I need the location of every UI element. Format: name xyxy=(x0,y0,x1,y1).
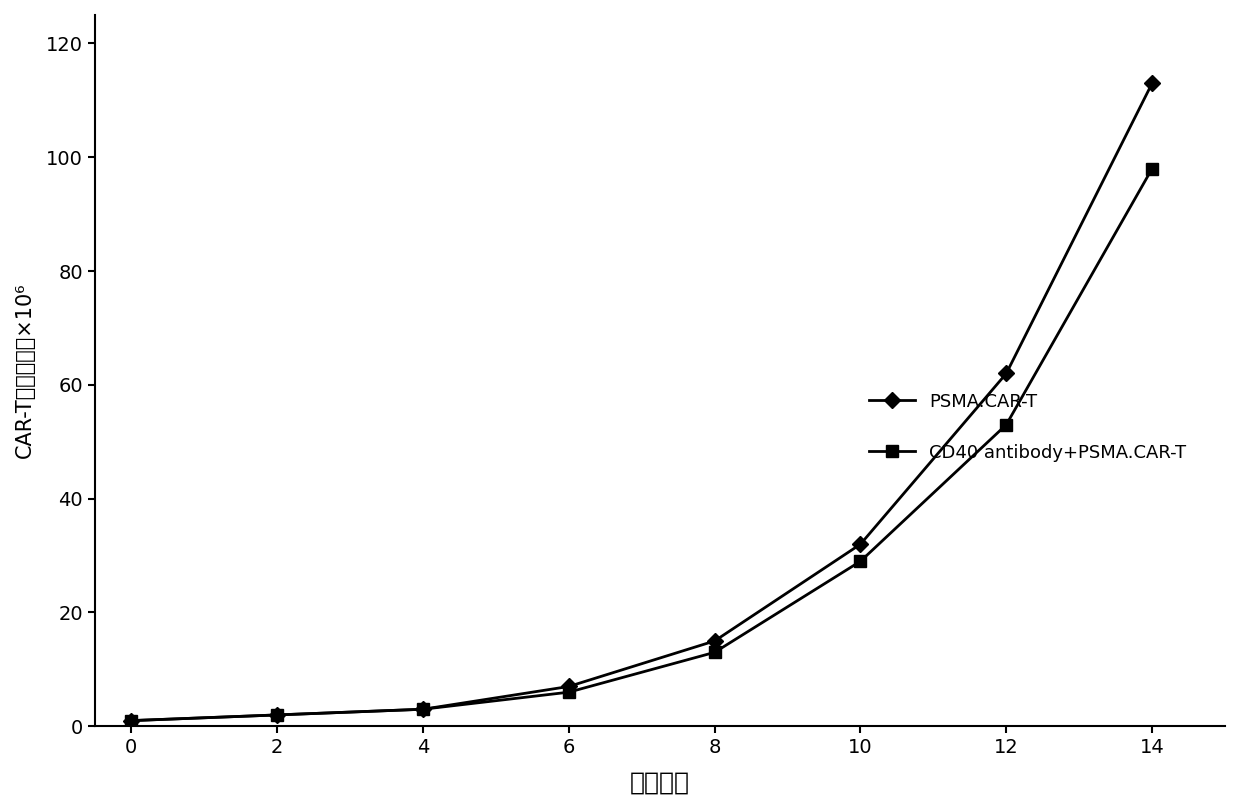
CD40 antibody+PSMA.CAR-T xyxy=(124,716,139,726)
CD40 antibody+PSMA.CAR-T xyxy=(707,647,722,657)
PSMA.CAR-T xyxy=(562,681,577,691)
CD40 antibody+PSMA.CAR-T xyxy=(415,705,430,714)
CD40 antibody+PSMA.CAR-T xyxy=(999,420,1014,429)
CD40 antibody+PSMA.CAR-T xyxy=(562,688,577,697)
X-axis label: 培养天数: 培养天数 xyxy=(630,771,689,795)
CD40 antibody+PSMA.CAR-T xyxy=(270,710,285,720)
PSMA.CAR-T xyxy=(999,369,1014,378)
PSMA.CAR-T xyxy=(1145,79,1159,88)
CD40 antibody+PSMA.CAR-T xyxy=(853,556,868,566)
Legend: PSMA.CAR-T, CD40 antibody+PSMA.CAR-T: PSMA.CAR-T, CD40 antibody+PSMA.CAR-T xyxy=(862,386,1193,469)
Line: PSMA.CAR-T: PSMA.CAR-T xyxy=(125,78,1158,727)
CD40 antibody+PSMA.CAR-T xyxy=(1145,164,1159,173)
Line: CD40 antibody+PSMA.CAR-T: CD40 antibody+PSMA.CAR-T xyxy=(125,163,1158,727)
PSMA.CAR-T xyxy=(707,636,722,646)
PSMA.CAR-T xyxy=(124,716,139,726)
PSMA.CAR-T xyxy=(415,705,430,714)
PSMA.CAR-T xyxy=(853,539,868,549)
Y-axis label: CAR-T细胞数目／×10⁶: CAR-T细胞数目／×10⁶ xyxy=(15,283,35,458)
PSMA.CAR-T xyxy=(270,710,285,720)
